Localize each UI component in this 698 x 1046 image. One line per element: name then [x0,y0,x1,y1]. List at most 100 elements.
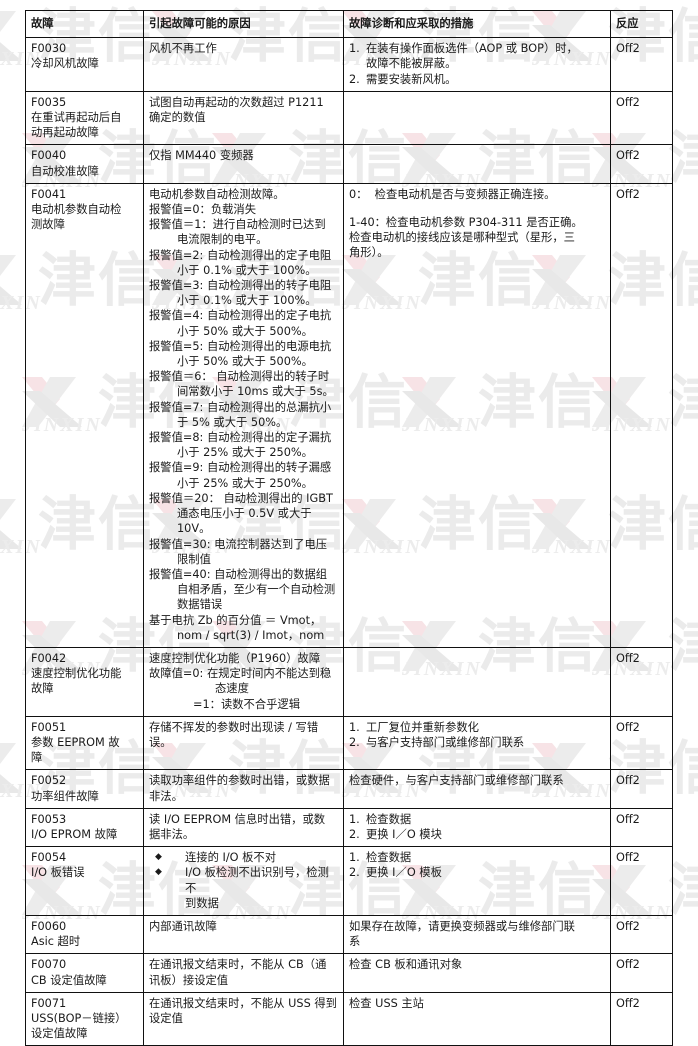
cause-line: 在通讯报文结束时，不能从 USS 得到 [149,996,337,1010]
cause-line: 在通讯报文结束时，不能从 CB（通 [149,958,327,972]
list-item-number: 2. [349,866,360,880]
fault-code-name: 自动校准故障 [31,164,99,178]
cell-cause: 读 I/O EEPROM 信息时出错，或数 据非法。 [143,807,344,848]
fault-code-name: 障 [31,751,43,765]
diagnosis-line: 检查数据 [366,851,412,865]
diagnosis-line: 检查 USS 主站 [349,996,424,1010]
diagnosis-line: 在装有操作面板选件（AOP 或 BOP）时， [366,42,578,56]
cause-line: 基于电抗 Zb 的百分值 ＝ Vmot， [149,613,322,627]
fault-code-name: USS(BOP－链接） [31,1011,127,1025]
fault-code-id: F0042 [31,651,67,665]
diagnosis-line: 如果存在故障，请更换变频器或与维修部门联 [349,919,575,933]
fault-code-name: 设定值故障 [31,1027,88,1041]
diagnosis-line: 角形）。 [349,246,389,260]
cell-reaction: Off2 [610,715,673,771]
diagnosis-list-item: 2. 与客户支持部门或维修部门联系 [349,735,605,750]
cause-line: 报警值＝6： 自动检测得出的转子时 [149,370,330,384]
cell-reaction: Off2 [610,144,673,184]
table-row: F0041 电动机参数自动检 测故障 电动机参数自动检测故障。 报警值=0：负载消失 报警… [25,182,673,648]
table-row: F0053 I/O EPROM 故障读 I/O EEPROM 信息时出错，或数 据非… [25,807,673,848]
cause-line: 报警值=40: 自动检测得出的数据组 [149,567,328,581]
fault-code-name: 电动机参数自动检 [31,203,122,217]
fault-code-id: F0071 [31,996,67,1010]
diagnosis-numbered-list: 1. 检查数据 2. 更换 I／O 模板 [349,850,605,880]
diamond-bullet-icon: ◆ [155,852,162,863]
cell-fault-code: F0060 Asic 超时 [25,914,144,955]
diagnosis-numbered-list: 1. 在装有操作面板选件（AOP 或 BOP）时， 故障不能被屏蔽。 2. 需要安装新风… [349,41,605,87]
cell-fault-code: F0040 自动校准故障 [25,144,144,184]
cell-diagnosis: 检查 CB 板和通讯对象 [343,953,611,993]
diagnosis-line: 检查硬件，与客户支持部门或维修部门联系 [349,774,564,788]
cell-cause: 存储不挥发的参数时出现读 / 写错 误。 [143,715,344,771]
diagnosis-line: 0： 检查电动机是否与变频器正确连接。 [349,187,556,201]
cause-line: 设定值 [149,1011,183,1025]
cause-bullet-item: 到数据 [149,896,338,911]
cell-reaction: Off2 [610,769,673,809]
list-item-number: 2. [349,735,360,749]
cell-fault-code: F0030 冷却风机故障 [25,37,144,92]
header-reaction: 反应 [610,9,673,39]
cell-diagnosis [343,90,611,146]
cause-line: 态速度 [215,682,249,696]
diagnosis-line: 需要安装新风机。 [366,72,457,86]
fault-code-name: 动再起动故障 [31,126,99,140]
table-row: F0054 I/O 板错误 ◆ 连接的 I/O 板不对 ◆ I/O 板检测不出识别号，检测… [25,846,673,916]
fault-code-id: F0053 [31,812,67,826]
cause-line: 小于 50% 或大于 500%。 [177,355,313,369]
cell-diagnosis [343,646,611,717]
cause-line: nom / sqrt(3) / Imot，nom [177,628,325,642]
diagnosis-list-item: 故障不能被屏蔽。 [349,56,605,71]
cause-line: 讯板）接设定值 [149,973,229,987]
cause-line: 试图自动再起动的次数超过 P1211 [149,95,324,109]
table-row: F0040 自动校准故障 仅指 MM440 变频器 Off2 [25,144,673,184]
cell-cause: 速度控制优化功能（P1960）故障 故障值=0: 在规定时间内不能达到稳 态速度 =1… [143,646,344,717]
cell-fault-code: F0042 速度控制优化功能 故障 [25,646,144,717]
fault-code-name: Asic 超时 [31,935,81,949]
cell-reaction: Off2 [610,646,673,717]
cause-line: 误。 [149,735,172,749]
cause-line: 风机不再工作 [149,42,217,56]
table-header-row: 故障 引起故障可能的原因 故障诊断和应采取的措施 反应 [25,9,673,39]
cell-cause: 电动机参数自动检测故障。 报警值=0：负载消失 报警值＝1：进行自动检测时已达到 电流… [143,182,344,648]
cause-line: 报警值=8: 自动检测得出的定子漏抗 [149,431,332,445]
cause-line: 小于 0.1% 或大于 100%。 [177,294,317,308]
table-row: F0035 在重试再起动后自 动再起动故障 试图自动再起动的次数超过 P1211 确定的… [25,90,673,146]
fault-code-id: F0041 [31,187,67,201]
diagnosis-line: 与客户支持部门或维修部门联系 [366,735,525,749]
cell-reaction: Off2 [610,846,673,916]
cause-line: 报警值=4: 自动检测得出的定子电抗 [149,309,332,323]
table-row: F0071 USS(BOP－链接） 设定值故障 在通讯报文结束时，不能从 USS 得到… [25,991,673,1046]
cause-line: 电动机参数自动检测故障。 [149,187,285,201]
fault-code-id: F0054 [31,851,67,865]
diagnosis-list-item: 1. 在装有操作面板选件（AOP 或 BOP）时， [349,41,605,56]
cause-line: 报警值=9: 自动检测得出的转子漏感 [149,461,332,475]
cell-fault-code: F0071 USS(BOP－链接） 设定值故障 [25,991,144,1046]
table-row: F0070 CB 设定值故障 在通讯报文结束时，不能从 CB（通 讯板）接设定值 检查 … [25,953,673,993]
header-code: 故障 [25,9,144,39]
diagnosis-list-item: 2. 更换 I／O 模块 [349,827,605,842]
cell-diagnosis: 1. 检查数据 2. 更换 I／O 模板 [343,846,611,916]
list-item-number: 1. [349,42,360,56]
cause-line: 小于 50% 或大于 500%。 [177,324,313,338]
cause-line: 非法。 [149,789,183,803]
cell-reaction: Off2 [610,182,673,648]
fault-code-id: F0030 [31,42,67,56]
cause-line: =1：读数不合乎逻辑 [193,697,301,711]
diagnosis-list-item: 1. 检查数据 [349,850,605,865]
fault-code-name: 冷却风机故障 [31,57,99,71]
diagnosis-numbered-list: 1. 工厂复位并重新参数化 2. 与客户支持部门或维修部门联系 [349,720,605,750]
cell-fault-code: F0070 CB 设定值故障 [25,953,144,993]
cause-line: 存储不挥发的参数时出现读 / 写错 [149,720,319,734]
fault-code-name: 参数 EEPROM 故 [31,735,120,749]
fault-code-name: 功率组件故障 [31,789,99,803]
cause-line: 报警值＝1：进行自动检测时已达到 [149,218,326,232]
diagnosis-line: 故障不能被屏蔽。 [366,57,457,71]
cause-line: 限制值 [177,552,211,566]
fault-code-id: F0052 [31,774,67,788]
cause-line: 通态电压小于 0.5V 或大于 10V。 [177,507,316,536]
cell-reaction: Off2 [610,90,673,146]
cell-diagnosis: 1. 检查数据 2. 更换 I／O 模块 [343,807,611,848]
list-item-number: 2. [349,72,360,86]
table-row: F0060 Asic 超时 内部通讯故障 如果存在故障，请更换变频器或与维修部门联系 O… [25,914,673,955]
cell-diagnosis: 1. 工厂复位并重新参数化 2. 与客户支持部门或维修部门联系 [343,715,611,771]
